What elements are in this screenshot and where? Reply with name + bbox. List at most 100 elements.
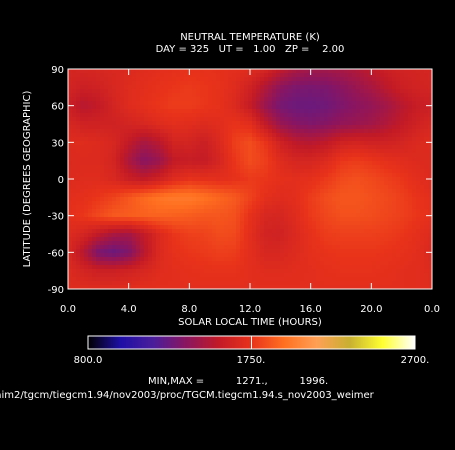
heatmap-cell bbox=[356, 281, 361, 286]
heatmap-cell bbox=[300, 129, 305, 134]
heatmap-cell bbox=[220, 253, 225, 258]
heatmap-cell bbox=[204, 141, 209, 146]
heatmap-cell bbox=[180, 121, 185, 126]
heatmap-cell bbox=[240, 109, 245, 114]
heatmap-cell bbox=[140, 85, 145, 90]
heatmap-cell bbox=[92, 285, 97, 289]
heatmap-cell bbox=[108, 109, 113, 114]
heatmap-cell bbox=[280, 165, 285, 170]
heatmap-cell bbox=[96, 101, 101, 106]
heatmap-cell bbox=[328, 273, 333, 278]
heatmap-cell bbox=[188, 93, 193, 98]
heatmap-cell bbox=[384, 281, 389, 286]
heatmap-cell bbox=[180, 113, 185, 118]
heatmap-cell bbox=[68, 193, 73, 198]
heatmap-cell bbox=[388, 93, 393, 98]
heatmap-cell bbox=[340, 217, 345, 222]
heatmap-cell bbox=[208, 145, 213, 150]
heatmap-cell bbox=[292, 225, 297, 230]
heatmap-cell bbox=[104, 229, 109, 234]
heatmap-cell bbox=[192, 145, 197, 150]
heatmap-cell bbox=[192, 89, 197, 94]
heatmap-cell bbox=[144, 213, 149, 218]
heatmap-cell bbox=[72, 281, 77, 286]
heatmap-cell bbox=[152, 169, 157, 174]
heatmap-cell bbox=[120, 185, 125, 190]
heatmap-cell bbox=[384, 121, 389, 126]
heatmap-cell bbox=[124, 193, 129, 198]
heatmap-cell bbox=[288, 249, 293, 254]
heatmap-cell bbox=[364, 221, 369, 226]
heatmap-cell bbox=[232, 249, 237, 254]
heatmap-cell bbox=[272, 225, 277, 230]
heatmap-cell bbox=[96, 133, 101, 138]
heatmap-cell bbox=[284, 233, 289, 238]
heatmap-cell bbox=[188, 89, 193, 94]
heatmap-cell bbox=[360, 209, 365, 214]
heatmap-cell bbox=[404, 169, 409, 174]
heatmap-cell bbox=[72, 137, 77, 142]
heatmap-cell bbox=[236, 209, 241, 214]
heatmap-cell bbox=[204, 77, 209, 82]
heatmap-cell bbox=[124, 285, 129, 289]
heatmap-cell bbox=[296, 113, 301, 118]
heatmap-cell bbox=[404, 209, 409, 214]
heatmap-cell bbox=[384, 285, 389, 289]
heatmap-cell bbox=[232, 105, 237, 110]
heatmap-cell bbox=[360, 181, 365, 186]
heatmap-cell bbox=[132, 121, 137, 126]
heatmap-cell bbox=[348, 81, 353, 86]
heatmap-cell bbox=[316, 189, 321, 194]
heatmap-cell bbox=[244, 229, 249, 234]
heatmap-cell bbox=[244, 217, 249, 222]
heatmap-cell bbox=[352, 157, 357, 162]
heatmap-cell bbox=[220, 241, 225, 246]
heatmap-cell bbox=[416, 253, 421, 258]
heatmap-cell bbox=[204, 97, 209, 102]
heatmap-cell bbox=[308, 241, 313, 246]
heatmap-cell bbox=[108, 85, 113, 90]
heatmap-cell bbox=[164, 161, 169, 166]
heatmap-cell bbox=[212, 109, 217, 114]
heatmap-cell bbox=[196, 213, 201, 218]
heatmap-cell bbox=[152, 125, 157, 130]
heatmap-cell bbox=[208, 249, 213, 254]
heatmap-cell bbox=[188, 229, 193, 234]
heatmap-cell bbox=[224, 149, 229, 154]
heatmap-cell bbox=[256, 157, 261, 162]
heatmap-cell bbox=[244, 77, 249, 82]
heatmap-cell bbox=[256, 141, 261, 146]
heatmap-cell bbox=[428, 97, 432, 102]
heatmap-cell bbox=[328, 141, 333, 146]
heatmap-cell bbox=[380, 173, 385, 178]
heatmap-cell bbox=[224, 173, 229, 178]
heatmap-cell bbox=[412, 257, 417, 262]
heatmap-cell bbox=[236, 101, 241, 106]
heatmap-cell bbox=[92, 69, 97, 74]
heatmap-cell bbox=[416, 149, 421, 154]
heatmap-cell bbox=[68, 197, 73, 202]
heatmap-cell bbox=[208, 81, 213, 86]
heatmap-cell bbox=[356, 73, 361, 78]
heatmap-cell bbox=[220, 85, 225, 90]
heatmap-cell bbox=[332, 109, 337, 114]
heatmap-cell bbox=[352, 69, 357, 74]
heatmap-cell bbox=[360, 285, 365, 289]
heatmap-cell bbox=[376, 101, 381, 106]
heatmap-cell bbox=[100, 129, 105, 134]
heatmap-cell bbox=[236, 73, 241, 78]
heatmap-cell bbox=[132, 73, 137, 78]
heatmap-cell bbox=[244, 253, 249, 258]
heatmap-cell bbox=[116, 245, 121, 250]
heatmap-cell bbox=[84, 221, 89, 226]
heatmap-cell bbox=[320, 237, 325, 242]
heatmap-cell bbox=[388, 269, 393, 274]
heatmap-cell bbox=[380, 141, 385, 146]
heatmap-cell bbox=[208, 209, 213, 214]
heatmap-cell bbox=[268, 253, 273, 258]
heatmap-cell bbox=[220, 193, 225, 198]
heatmap-cell bbox=[140, 201, 145, 206]
heatmap-cell bbox=[368, 97, 373, 102]
heatmap-cell bbox=[412, 233, 417, 238]
heatmap-cell bbox=[216, 117, 221, 122]
